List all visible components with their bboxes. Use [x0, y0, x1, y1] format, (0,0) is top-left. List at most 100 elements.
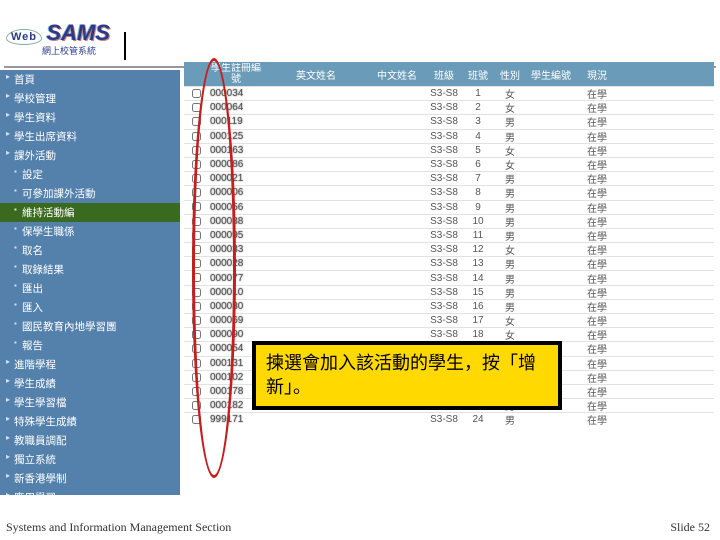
row-checkbox[interactable]: [192, 273, 201, 282]
sidebar-item[interactable]: 取名: [0, 241, 180, 260]
row-checkbox[interactable]: [192, 188, 201, 197]
row-checkbox[interactable]: [192, 245, 201, 254]
row-checkbox[interactable]: [192, 89, 201, 98]
row-checkbox[interactable]: [192, 387, 201, 396]
col-english-name: 英文姓名: [264, 67, 368, 82]
sidebar-item[interactable]: 進階學程: [0, 355, 180, 374]
row-checkbox[interactable]: [192, 415, 201, 424]
table-row: 000033S3-S812女在學: [184, 242, 714, 256]
sidebar-item[interactable]: 取錄結果: [0, 260, 180, 279]
row-checkbox[interactable]: [192, 231, 201, 240]
sidebar-item[interactable]: 學生成績: [0, 374, 180, 393]
sidebar-item[interactable]: 匯入: [0, 298, 180, 317]
cell-gender: 男: [494, 214, 526, 229]
sidebar-item[interactable]: 匯出: [0, 279, 180, 298]
table-row: 000163S3-S85女在學: [184, 143, 714, 157]
row-checkbox[interactable]: [192, 302, 201, 311]
row-checkbox[interactable]: [192, 401, 201, 410]
row-checkbox[interactable]: [192, 117, 201, 126]
row-checkbox[interactable]: [192, 316, 201, 325]
row-checkbox[interactable]: [192, 217, 201, 226]
sidebar-item[interactable]: 獨立系統: [0, 450, 180, 469]
table-row: 000010S3-S815男在學: [184, 285, 714, 299]
cell-status: 在學: [576, 228, 618, 243]
col-student-id: 學生編號: [526, 67, 576, 82]
row-checkbox[interactable]: [192, 344, 201, 353]
sidebar-item[interactable]: 教職員調配: [0, 431, 180, 450]
cell-reg: 000056: [208, 202, 264, 213]
cell-gender: 男: [494, 256, 526, 271]
sidebar-item[interactable]: 特殊學生成績: [0, 412, 180, 431]
col-chinese-name: 中文姓名: [368, 67, 426, 82]
cell-reg: 000021: [208, 173, 264, 184]
row-checkbox[interactable]: [192, 288, 201, 297]
sidebar-item[interactable]: 維持活動編: [0, 203, 180, 222]
col-gender: 性別: [494, 67, 526, 82]
cell-class: S3-S8: [426, 145, 462, 156]
table-row: 000006S3-S88男在學: [184, 185, 714, 199]
main-panel: 學生註冊編號 英文姓名 中文姓名 班級 班號 性別 學生編號 現況 000034…: [184, 62, 714, 500]
row-checkbox[interactable]: [192, 259, 201, 268]
sidebar-item[interactable]: 課外活動: [0, 146, 180, 165]
cell-gender: 男: [494, 185, 526, 200]
cell-reg: 000028: [208, 258, 264, 269]
cell-status: 在學: [576, 114, 618, 129]
cell-reg: 000163: [208, 145, 264, 156]
sidebar-item[interactable]: 學校管理: [0, 89, 180, 108]
cell-reg: 000033: [208, 244, 264, 255]
cell-class: S3-S8: [426, 258, 462, 269]
cell-status: 在學: [576, 214, 618, 229]
row-checkbox[interactable]: [192, 103, 201, 112]
cell-status: 在學: [576, 100, 618, 115]
cell-class: S3-S8: [426, 315, 462, 326]
sidebar-item[interactable]: 首頁: [0, 70, 180, 89]
cell-gender: 女: [494, 313, 526, 328]
row-checkbox[interactable]: [192, 160, 201, 169]
sidebar-item[interactable]: 國民教育內地學習團: [0, 317, 180, 336]
sidebar-item[interactable]: 保學生職係: [0, 222, 180, 241]
sidebar-item[interactable]: 報告: [0, 336, 180, 355]
cell-class-no: 3: [462, 116, 494, 127]
sidebar-item[interactable]: 學生學習檔: [0, 393, 180, 412]
sidebar: 首頁學校管理學生資料學生出席資料課外活動設定可參加課外活動維持活動編保學生職係取…: [0, 70, 180, 495]
cell-status: 在學: [576, 200, 618, 215]
cell-status: 在學: [576, 171, 618, 186]
row-checkbox[interactable]: [192, 359, 201, 368]
cell-class-no: 9: [462, 202, 494, 213]
cell-reg: 000030: [208, 301, 264, 312]
logo-sams: SAMS: [46, 20, 110, 45]
cell-reg: 000010: [208, 287, 264, 298]
cell-reg: 000090: [208, 329, 264, 340]
sidebar-item[interactable]: 學生出席資料: [0, 127, 180, 146]
table-row: 000088S3-S810男在學: [184, 214, 714, 228]
row-checkbox[interactable]: [192, 146, 201, 155]
row-checkbox[interactable]: [192, 330, 201, 339]
sidebar-item[interactable]: 應用學習: [0, 488, 180, 495]
cell-class: S3-S8: [426, 244, 462, 255]
row-checkbox[interactable]: [192, 132, 201, 141]
row-checkbox[interactable]: [192, 202, 201, 211]
cell-class: S3-S8: [426, 116, 462, 127]
cell-status: 在學: [576, 271, 618, 286]
col-class: 班級: [426, 67, 462, 82]
cell-reg: 000077: [208, 273, 264, 284]
table-row: 000119S3-S83男在學: [184, 114, 714, 128]
sidebar-item[interactable]: 設定: [0, 165, 180, 184]
cell-status: 在學: [576, 242, 618, 257]
sidebar-item[interactable]: 可參加課外活動: [0, 184, 180, 203]
sidebar-item[interactable]: 新香港學制: [0, 469, 180, 488]
row-checkbox[interactable]: [192, 373, 201, 382]
cell-reg: 999171: [208, 414, 264, 425]
table-header-row: 學生註冊編號 英文姓名 中文姓名 班級 班號 性別 學生編號 現況: [184, 62, 714, 86]
cell-class: S3-S8: [426, 301, 462, 312]
cell-class-no: 8: [462, 187, 494, 198]
row-checkbox[interactable]: [192, 174, 201, 183]
cell-gender: 女: [494, 86, 526, 101]
cell-status: 在學: [576, 129, 618, 144]
col-status: 現況: [576, 67, 618, 82]
top-divider: [124, 32, 126, 60]
logo: Web SAMS 網上校管系統: [6, 20, 110, 57]
sidebar-item[interactable]: 學生資料: [0, 108, 180, 127]
cell-class-no: 11: [462, 230, 494, 241]
cell-class: S3-S8: [426, 159, 462, 170]
